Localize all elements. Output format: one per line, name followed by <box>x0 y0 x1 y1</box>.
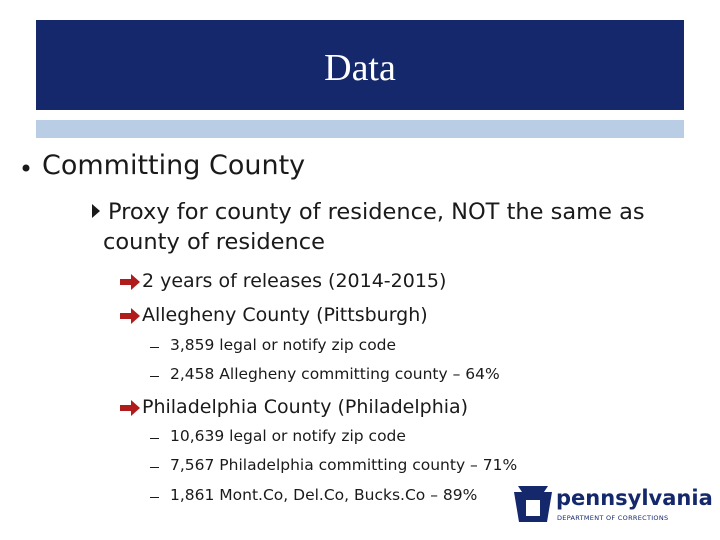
bullet-dot <box>22 164 30 172</box>
bullet-arrow <box>120 308 140 324</box>
bullet-text: 2 years of releases (2014-2015) <box>142 270 447 292</box>
bullet-text: Committing County <box>42 150 306 181</box>
bullet-text: 3,859 legal or notify zip code <box>170 336 397 354</box>
bullet-arrow <box>120 400 140 416</box>
bullet-text: 2,458 Allegheny committing county – 64% <box>170 365 500 383</box>
bullet-triangle <box>92 204 100 218</box>
bullet-dash <box>150 438 159 439</box>
keystone-icon <box>514 486 552 522</box>
bullet-text: 1,861 Mont.Co, Del.Co, Bucks.Co – 89% <box>170 486 478 504</box>
slide-title: Data <box>324 47 396 89</box>
bullet-text: Allegheny County (Pittsburgh) <box>142 304 428 326</box>
bullet-dash <box>150 347 159 348</box>
bullet-text: 10,639 legal or notify zip code <box>170 427 406 445</box>
logo-subtitle: DEPARTMENT OF CORRECTIONS <box>557 514 669 522</box>
accent-band <box>36 120 684 138</box>
bullet-dash <box>150 497 159 498</box>
bullet-arrow <box>120 274 140 290</box>
logo-name: pennsylvania <box>556 486 713 510</box>
bullet-dash <box>150 376 159 377</box>
bullet-text: Proxy for county of residence, NOT the s… <box>103 199 645 255</box>
bullet-dash <box>150 467 159 468</box>
bullet-text: 7,567 Philadelphia committing county – 7… <box>170 456 518 474</box>
bullet-text: Philadelphia County (Philadelphia) <box>142 396 469 418</box>
title-bar <box>36 20 684 110</box>
